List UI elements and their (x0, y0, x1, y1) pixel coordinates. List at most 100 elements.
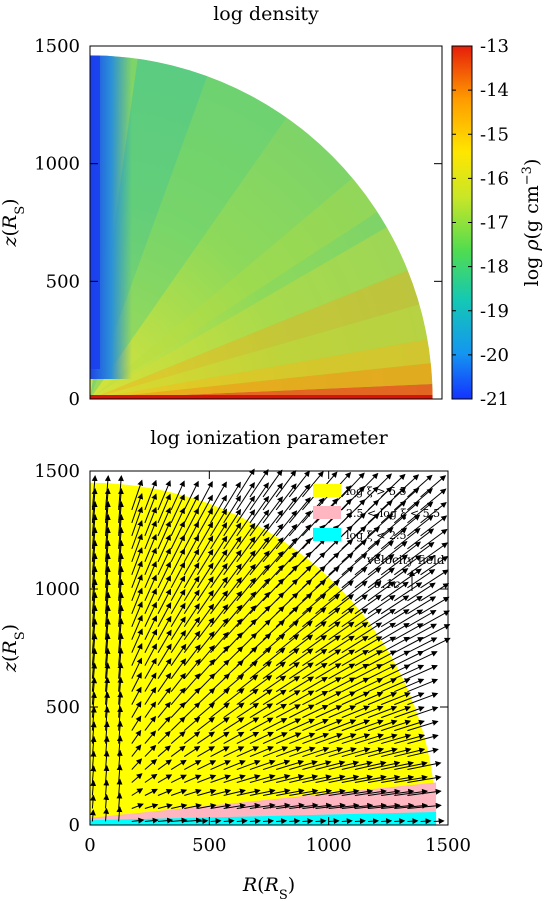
velocity-arrow (91, 552, 98, 588)
velocity-key-value: 0.1c (374, 577, 400, 591)
velocity-arrow (183, 521, 199, 550)
velocity-arrow (328, 719, 357, 732)
velocity-arrow (210, 702, 230, 719)
velocity-arrow (407, 501, 434, 524)
velocity-arrow (104, 647, 111, 679)
velocity-arrows (89, 468, 451, 825)
velocity-arrow (341, 472, 365, 498)
velocity-arrow (249, 550, 270, 576)
velocity-arrow (262, 718, 288, 732)
velocity-arrow (302, 718, 329, 732)
velocity-arrow (367, 692, 398, 706)
velocity-arrow (170, 616, 186, 641)
velocity-arrow (276, 774, 305, 784)
velocity-arrow (223, 632, 244, 654)
velocity-arrow (275, 718, 302, 732)
velocity-arrow (328, 663, 356, 680)
velocity-arrow (288, 510, 312, 537)
velocity-arrow (131, 520, 143, 550)
velocity-arrow (407, 802, 442, 809)
velocity-arrow (394, 595, 423, 615)
velocity-arrow (289, 760, 318, 771)
velocity-arrow (275, 483, 297, 511)
velocity-arrow (103, 807, 110, 822)
velocity-arrow (91, 604, 98, 640)
velocity-arrow (210, 631, 229, 654)
velocity-arrow (407, 610, 437, 628)
velocity-arrow (328, 677, 356, 693)
velocity-arrow (183, 731, 201, 744)
velocity-arrow (197, 631, 215, 654)
velocity-arrow (223, 577, 242, 602)
colorbar-tick-label: -19 (480, 301, 509, 322)
velocity-arrow (157, 520, 171, 550)
velocity-arrow (157, 687, 171, 705)
density-map (90, 55, 433, 400)
velocity-arrow (91, 647, 98, 679)
velocity-arrow (184, 774, 202, 783)
velocity-arrow (394, 719, 425, 732)
velocity-arrow (367, 513, 394, 537)
velocity-arrow (394, 582, 423, 602)
velocity-arrow (262, 509, 284, 537)
velocity-arrow (170, 507, 185, 537)
velocity-arrow (394, 692, 425, 706)
velocity-arrow (407, 788, 442, 796)
velocity-arrow (380, 678, 411, 693)
velocity-arrow (157, 493, 171, 524)
velocity-arrow (302, 690, 329, 706)
density-y-axis: 0 500 1000 1500 (34, 36, 442, 410)
velocity-arrow (117, 706, 124, 731)
velocity-arrow (170, 493, 185, 524)
velocity-arrow (210, 522, 228, 550)
colorbar-tick-label: -20 (480, 345, 509, 366)
velocity-arrow (184, 760, 202, 770)
velocity-arrow (223, 802, 246, 809)
velocity-arrow (184, 788, 202, 796)
velocity-arrow (328, 538, 354, 563)
velocity-arrow (302, 746, 330, 758)
velocity-arrow (407, 706, 439, 719)
velocity-arrow (407, 747, 439, 758)
velocity-arrow (236, 577, 257, 602)
velocity-arrow (381, 818, 393, 825)
velocity-arrow (328, 802, 360, 809)
velocity-arrow (341, 677, 370, 693)
velocity-arrow (223, 788, 246, 796)
velocity-arrow (262, 619, 285, 641)
velocity-arrow (367, 664, 397, 680)
velocity-arrow (393, 541, 422, 563)
velocity-arrow (223, 481, 241, 511)
colorbar-tick-label: -21 (480, 389, 509, 410)
density-y-tick-label: 1500 (34, 36, 80, 57)
velocity-arrow (341, 636, 369, 654)
velocity-arrow (236, 731, 260, 745)
velocity-arrow (262, 550, 284, 576)
velocity-arrow (315, 677, 342, 693)
velocity-arrow (249, 675, 273, 693)
velocity-arrow (117, 488, 124, 523)
velocity-arrow (315, 635, 341, 654)
velocity-arrow (328, 635, 355, 654)
velocity-arrow (354, 678, 384, 693)
ionization-y-tick-label: 500 (46, 697, 80, 718)
velocity-arrow (381, 747, 412, 758)
velocity-arrow (381, 733, 412, 745)
velocity-arrow (249, 509, 270, 537)
velocity-arrow (262, 746, 289, 758)
velocity-arrow (341, 733, 371, 745)
velocity-arrow (249, 523, 270, 550)
velocity-arrow (276, 788, 305, 796)
velocity-arrow (393, 474, 420, 498)
velocity-arrow (367, 581, 396, 602)
velocity-arrow (394, 802, 429, 809)
velocity-arrow (116, 749, 123, 770)
density-streak (90, 76, 287, 399)
velocity-arrow (354, 622, 383, 641)
velocity-arrow (407, 678, 439, 693)
velocity-arrow (393, 514, 421, 537)
velocity-arrow (236, 774, 261, 783)
velocity-arrow (302, 676, 328, 693)
velocity-arrow (236, 660, 258, 680)
